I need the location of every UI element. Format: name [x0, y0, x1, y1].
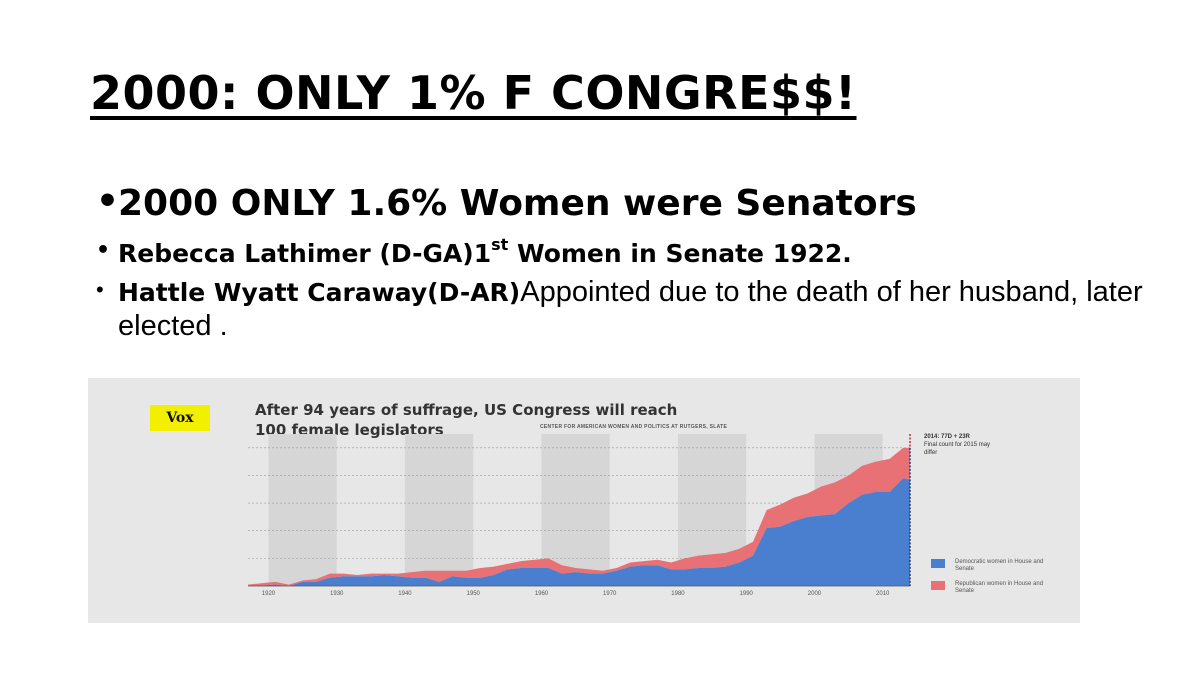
area-chart: 1920 1930 1940 1950 1960 1970 1980 1990 2000 2010 [248, 434, 911, 597]
bullet-list: • 2000 ONLY 1.6% Women were Senators • Reb… [96, 181, 1156, 345]
bullet-senators-2000: • 2000 ONLY 1.6% Women were Senators [96, 181, 1156, 225]
bullet-dot: • [96, 181, 120, 222]
chart-image: Vox After 94 years of suffrage, US Congr… [88, 378, 1080, 623]
legend-item-democratic: Democratic women in House and Senate [931, 559, 1071, 573]
bullet-hattie-caraway: • Hattle Wyatt Caraway(D-AR)Appointed due… [96, 275, 1156, 345]
bullet-text: 2000 ONLY 1.6% Women were Senators [118, 183, 917, 224]
x-tick-label: 1920 [262, 591, 276, 597]
ordinal-suffix: st [491, 235, 509, 255]
bullet-dot: • [96, 238, 111, 264]
x-tick-label: 1970 [603, 591, 617, 597]
chart-title-line-1: After 94 years of suffrage, US Congress … [255, 401, 678, 419]
decade-band [268, 434, 337, 586]
x-tick-label: 1950 [467, 591, 481, 597]
legend-label-republican: Republican women in House and Senate [955, 581, 1044, 594]
x-tick-label: 1960 [535, 591, 549, 597]
x-tick-label: 1930 [330, 591, 344, 597]
bullet-strong-name: Hattle Wyatt Caraway(D-AR) [118, 277, 521, 307]
chart-source: CENTER FOR AMERICAN WOMEN AND POLITICS A… [540, 424, 728, 430]
x-tick-label: 2000 [808, 591, 822, 597]
legend-swatch-democratic [931, 559, 945, 568]
legend-label-democratic: Democratic women in House and Senate [955, 559, 1044, 572]
chart-annotation: 2014: 77D + 23R Final count for 2015 may… [924, 433, 1004, 457]
area-republican [248, 447, 910, 586]
area-democratic [248, 478, 910, 586]
slide-title: 2000: ONLY 1% F CONGRE$$! [90, 66, 857, 120]
legend-swatch-republican [931, 581, 945, 590]
annotation-head: 2014: 77D + 23R [924, 434, 970, 440]
legend-item-republican: Republican women in House and Senate [931, 581, 1071, 595]
bullet-text: Rebecca Lathimer (D-GA)1 [118, 239, 492, 269]
bullet-text: Appointed due to the death of her husban… [118, 275, 1143, 343]
chart-legend: Democratic women in House and Senate Rep… [931, 559, 1071, 603]
annotation-body: Final count for 2015 may differ [924, 442, 991, 456]
bullet-dot: • [96, 276, 104, 302]
decade-band [404, 434, 474, 586]
bullet-rebecca-lathimer: • Rebecca Lathimer (D-GA)1st Women in Sen… [96, 235, 1156, 271]
x-tick-label: 1990 [740, 591, 754, 597]
bullet-text-continued: Women in Senate 1922. [508, 239, 852, 269]
x-tick-label: 1940 [398, 591, 412, 597]
vox-logo: Vox [150, 405, 210, 431]
x-tick-label: 1980 [671, 591, 685, 597]
x-tick-label: 2010 [876, 591, 890, 597]
